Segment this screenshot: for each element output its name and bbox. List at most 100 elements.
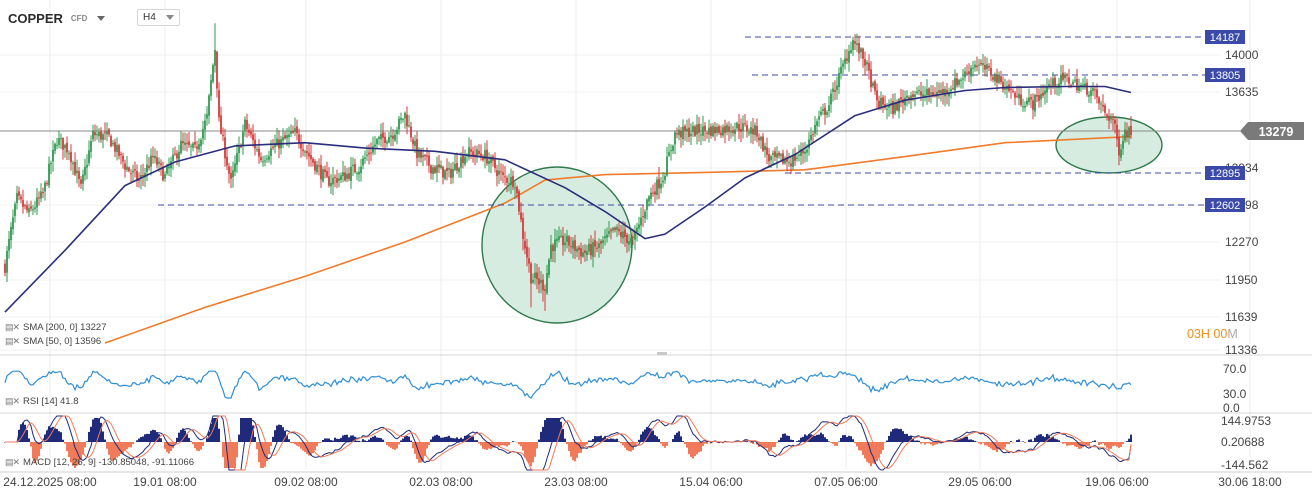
instrument-symbol[interactable]: COPPER — [8, 10, 63, 26]
candle-body — [396, 129, 398, 134]
candle-body — [692, 126, 694, 133]
macd-histogram-bar — [522, 442, 524, 451]
macd-histogram-bar — [640, 434, 642, 442]
macd-histogram-bar — [994, 442, 996, 451]
macd-histogram-bar — [606, 438, 608, 442]
price-tick-label: 12270 — [1225, 235, 1259, 249]
sma200-legend[interactable]: ▤✕ SMA [200, 0] 13227 — [5, 322, 107, 333]
candle-body — [10, 226, 12, 241]
candle-body — [694, 126, 696, 136]
macd-histogram-bar — [1116, 442, 1118, 447]
price-tick-label: 14000 — [1225, 48, 1259, 62]
candle-body — [430, 165, 432, 174]
macd-histogram-bar — [230, 442, 232, 468]
candle-body — [462, 155, 464, 164]
candle-body — [80, 179, 82, 184]
macd-histogram-bar — [614, 439, 616, 442]
candle-body — [760, 136, 762, 141]
candle-body — [1012, 90, 1014, 92]
macd-histogram-bar — [302, 442, 304, 451]
candle-body — [418, 149, 420, 158]
candle-body — [1052, 78, 1054, 86]
candle-body — [486, 149, 488, 164]
chevron-down-icon[interactable] — [97, 15, 106, 21]
macd-histogram-bar — [20, 424, 22, 442]
macd-histogram-bar — [196, 442, 198, 451]
candle-body — [86, 164, 88, 168]
instrument-header[interactable]: COPPER CFD — [8, 8, 106, 28]
macd-legend[interactable]: ▤✕ MACD [12, 26, 9] -130.85048, -91.1106… — [5, 457, 194, 468]
macd-histogram-bar — [808, 434, 810, 442]
candle-body — [654, 191, 656, 195]
candle-body — [1022, 106, 1024, 108]
candle-body — [804, 151, 806, 154]
candle-body — [998, 74, 1000, 83]
indicator-settings-icon[interactable]: ▤✕ — [5, 396, 20, 406]
candle-body — [1100, 103, 1102, 105]
candle-body — [538, 278, 540, 285]
candle-body — [48, 163, 50, 186]
candle-body — [50, 163, 52, 165]
macd-histogram-bar — [476, 440, 478, 442]
macd-histogram-bar — [696, 442, 698, 455]
candle-body — [250, 131, 252, 135]
current-price-label: 13279 — [1259, 125, 1294, 139]
macd-histogram-bar — [1028, 439, 1030, 442]
macd-histogram-bar — [702, 442, 704, 446]
macd-histogram-bar — [356, 440, 358, 442]
candle-body — [668, 151, 670, 156]
candle-body — [24, 205, 26, 207]
candle-body — [464, 156, 466, 165]
candle-body — [200, 139, 202, 147]
candle-body — [460, 157, 462, 168]
candle-body — [548, 259, 550, 275]
price-tick-label: 11336 — [1225, 343, 1258, 357]
macd-histogram-bar — [340, 437, 342, 442]
candle-body — [752, 128, 754, 135]
macd-histogram-bar — [750, 442, 752, 444]
candle-body — [414, 140, 416, 146]
candle-body — [272, 146, 274, 148]
macd-signal-line — [5, 415, 1132, 471]
macd-histogram-bar — [112, 442, 114, 461]
macd-histogram-bar — [252, 425, 254, 442]
candle-body — [676, 133, 678, 135]
candle-body — [974, 64, 976, 68]
macd-histogram-bar — [500, 442, 502, 446]
macd-tick-label: 0.20688 — [1221, 435, 1265, 449]
macd-histogram-bar — [664, 442, 666, 448]
macd-histogram-bar — [228, 442, 230, 468]
sma50-legend[interactable]: ▤✕ SMA [50, 0] 13596 — [5, 336, 101, 347]
macd-histogram-bar — [1114, 442, 1116, 446]
macd-histogram-bar — [166, 442, 168, 452]
indicator-settings-icon[interactable]: ▤✕ — [5, 457, 20, 467]
candle-body — [570, 246, 572, 248]
candle-body — [574, 240, 576, 251]
candle-body — [878, 100, 880, 108]
timeframe-select[interactable]: H4 — [137, 9, 180, 26]
candle-body — [624, 229, 626, 238]
macd-histogram-bar — [538, 439, 540, 442]
macd-histogram-bar — [264, 442, 266, 467]
candle-body — [698, 123, 700, 133]
chevron-down-icon — [166, 15, 174, 20]
candle-body — [136, 170, 138, 181]
candle-body — [696, 124, 698, 135]
macd-histogram-bar — [1018, 439, 1020, 442]
candle-body — [596, 247, 598, 249]
indicator-settings-icon[interactable]: ▤✕ — [5, 336, 20, 346]
macd-histogram-bar — [382, 439, 384, 442]
candle-body — [254, 139, 256, 149]
candle-body — [636, 227, 638, 233]
indicator-settings-icon[interactable]: ▤✕ — [5, 322, 20, 332]
macd-histogram-bar — [650, 428, 652, 442]
candle-body — [344, 172, 346, 181]
rsi-legend[interactable]: ▤✕ RSI [14] 41.8 — [5, 396, 79, 407]
macd-histogram-bar — [988, 442, 990, 447]
macd-histogram-bar — [376, 437, 378, 442]
candle-body — [246, 120, 248, 130]
macd-histogram-bar — [286, 435, 288, 442]
macd-histogram-bar — [46, 430, 48, 442]
candle-body — [1010, 89, 1012, 91]
